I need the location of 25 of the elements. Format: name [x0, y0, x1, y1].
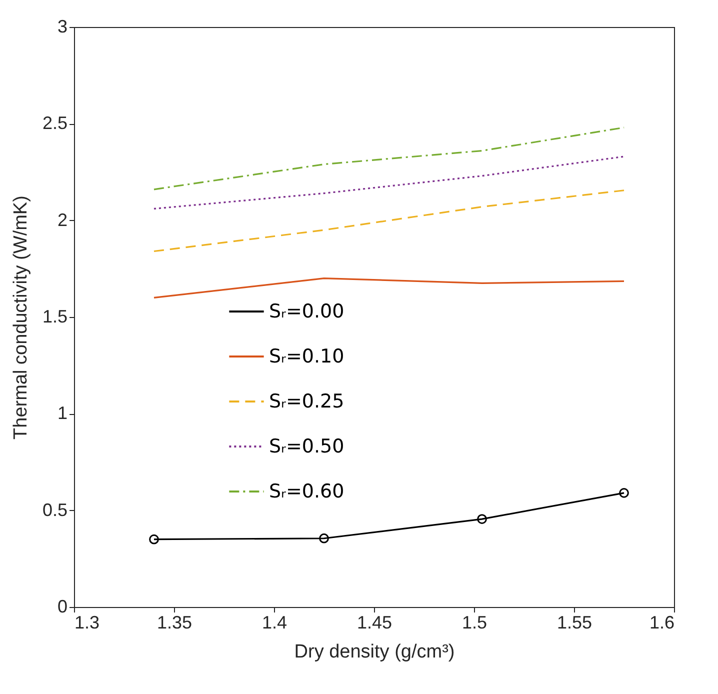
legend-label: Sᵣ=0.10 [269, 346, 344, 368]
x-tick-label: 1.45 [356, 612, 392, 632]
y-tick-label: 0 [57, 596, 68, 616]
x-tick-label: 1.3 [74, 612, 100, 632]
x-tick-label: 1.6 [649, 612, 674, 632]
x-tick-label: 1.55 [556, 612, 592, 632]
y-tick-label: 2 [57, 210, 68, 230]
line-series [153, 278, 625, 298]
line-series [153, 190, 625, 252]
legend-label: Sᵣ=0.60 [269, 480, 344, 502]
y-tick-label: 0.5 [42, 500, 68, 520]
y-tick-label: 2.5 [42, 113, 68, 134]
legend-label: Sᵣ=0.25 [269, 390, 344, 412]
line-series [153, 126, 625, 190]
x-tick-label: 1.5 [462, 612, 488, 632]
y-tick-label: 1 [57, 403, 68, 424]
legend-label: Sᵣ=0.00 [269, 300, 344, 322]
x-tick-label: 1.4 [262, 612, 288, 632]
x-axis-title: Dry density (g/cm³) [294, 642, 455, 662]
legend-label: Sᵣ=0.50 [269, 436, 344, 458]
y-axis-title: Thermal conductivity (W/mK) [10, 196, 32, 440]
x-tick-label: 1.35 [156, 612, 192, 632]
line-series [153, 156, 625, 210]
y-tick-label: 3 [57, 16, 68, 36]
y-tick-label: 1.5 [42, 306, 68, 326]
